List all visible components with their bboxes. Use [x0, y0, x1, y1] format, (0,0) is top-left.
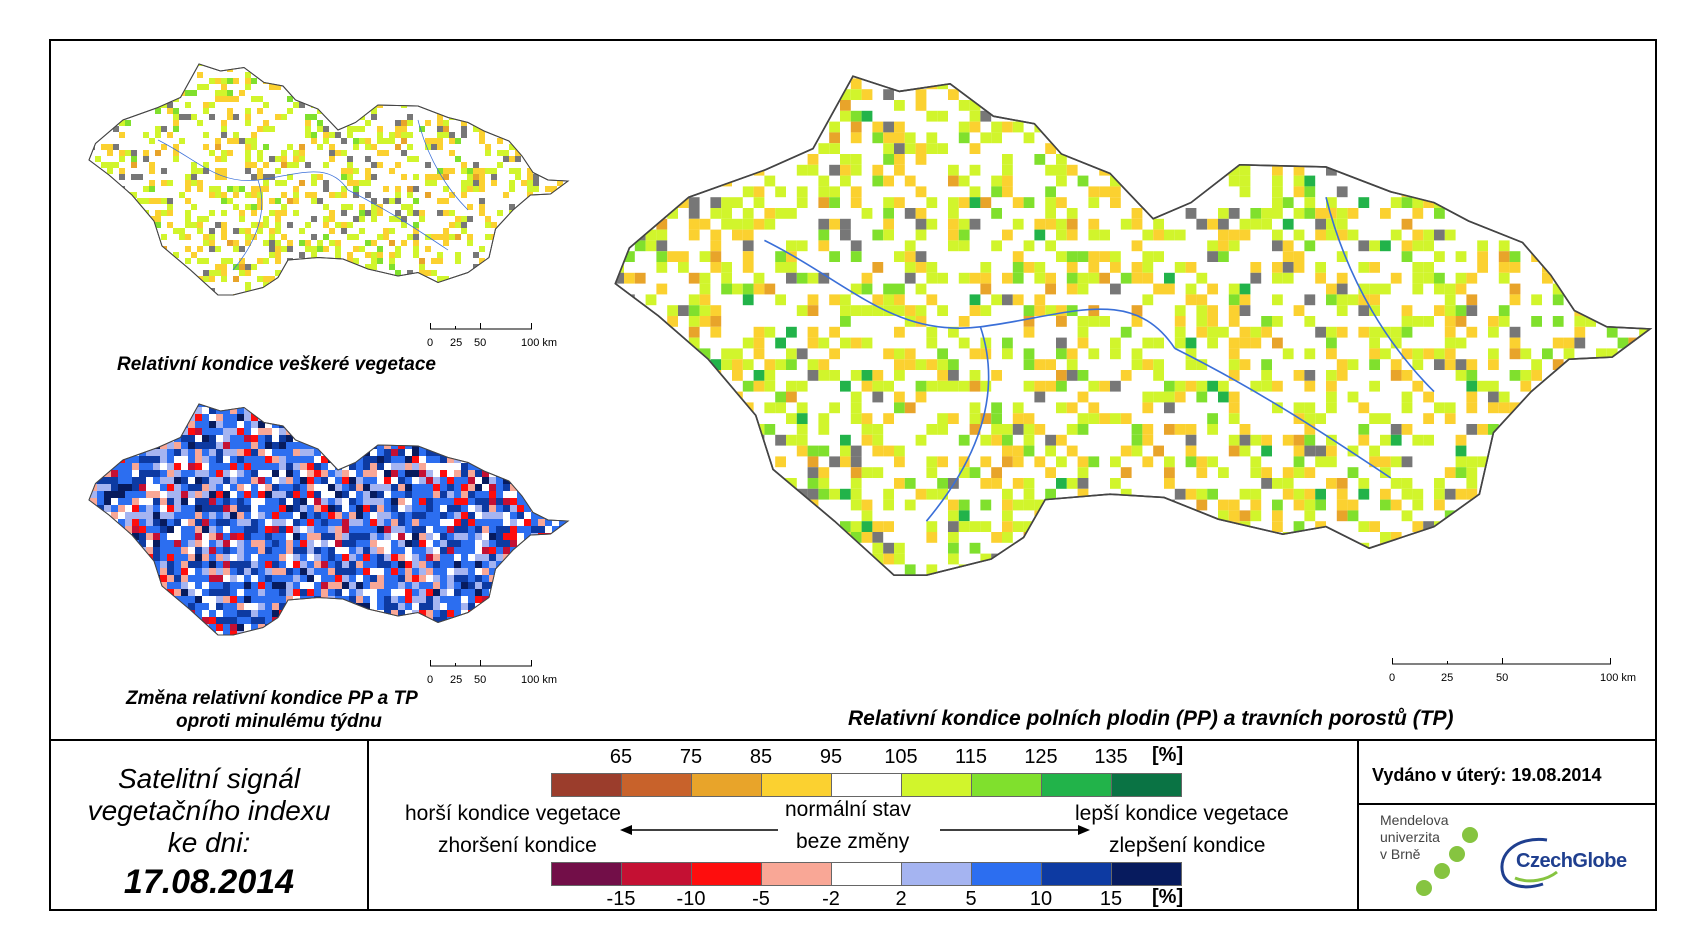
overall-vegetation-title: Relativní kondice veškeré vegetace: [117, 354, 436, 375]
change-swatch: [621, 862, 692, 886]
change-swatch: [691, 862, 762, 886]
condition-swatch: [551, 773, 622, 797]
change-swatch: [971, 862, 1042, 886]
condition-swatch: [691, 773, 762, 797]
change-tick-label: -10: [676, 888, 706, 910]
crops-grassland-title: Relativní kondice polních plodin (PP) a …: [848, 707, 1454, 730]
info-line3: ke dni:: [167, 827, 251, 858]
issued-date: Vydáno v úterý: 19.08.2014: [1372, 765, 1602, 785]
scale-label: 50: [474, 674, 487, 686]
condition-swatch: [831, 773, 902, 797]
change-swatch: [901, 862, 972, 886]
satellite-date: 17.08.2014: [123, 863, 295, 901]
scale-label: 100 km: [521, 674, 558, 686]
condition-swatch: [621, 773, 692, 797]
change-tick-label: 2: [895, 888, 907, 910]
scale-label: 100 km: [521, 337, 558, 349]
better-condition-label: lepší kondice vegetace: [1075, 802, 1289, 825]
scale-label: 25: [450, 674, 463, 686]
condition-tick-label: 65: [609, 746, 633, 768]
scale-label: 25: [1441, 672, 1454, 684]
scale-bar-top: 0 25 50 100 km: [427, 323, 560, 351]
change-swatch: [1111, 862, 1182, 886]
overall-vegetation-map: [88, 63, 570, 296]
scale-label: 0: [1389, 672, 1396, 684]
worsening-label: zhoršení kondice: [438, 834, 597, 857]
info-line1: Satelitní signál: [117, 763, 301, 794]
scale-label: 25: [450, 337, 463, 349]
scale-bar-main: 0 25 50 100 km: [1389, 658, 1636, 686]
mendel-line3: v Brně: [1380, 846, 1421, 862]
condition-swatch: [971, 773, 1042, 797]
condition-tick-label: 95: [819, 746, 843, 768]
weekly-change-title-line2: oproti minulému týdnu: [176, 711, 382, 732]
scale-bar-bottom: 0 25 50 100 km: [427, 660, 560, 688]
change-unit: [%]: [1152, 886, 1184, 908]
change-tick-label: 15: [1099, 888, 1123, 910]
worse-condition-label: horší kondice vegetace: [405, 802, 621, 825]
divider-vertical-right: [1357, 740, 1359, 911]
divider-horizontal: [49, 739, 1657, 741]
weekly-change-title-line1: Změna relativní kondice PP a TP: [126, 688, 418, 709]
condition-swatch: [1041, 773, 1112, 797]
condition-tick-label: 105: [884, 746, 918, 768]
mendel-university-logo: Mendelova univerzita v Brně: [1380, 812, 1449, 863]
change-swatch: [1041, 862, 1112, 886]
logo-area: [1359, 803, 1655, 911]
crops-grassland-condition-map: [614, 75, 1653, 577]
mendel-line1: Mendelova: [1380, 812, 1449, 828]
mendel-dots-icon: [1416, 827, 1478, 896]
change-swatch: [551, 862, 622, 886]
change-tick-label: -2: [822, 888, 840, 910]
scale-label: 100 km: [1600, 672, 1637, 684]
scale-label: 0: [427, 337, 434, 349]
scale-label: 0: [427, 674, 434, 686]
scale-label: 50: [474, 337, 487, 349]
no-change-label: beze změny: [796, 830, 910, 853]
normal-state-label: normální stav: [785, 798, 912, 821]
czechglobe-swoosh-icon: [1500, 837, 1558, 889]
condition-tick-label: 75: [679, 746, 703, 768]
condition-tick-label: 115: [955, 746, 987, 768]
info-line2: vegetačního indexu: [87, 795, 331, 826]
direction-arrows: [620, 825, 1090, 835]
change-tick-label: 5: [965, 888, 977, 910]
condition-swatch: [1111, 773, 1182, 797]
change-tick-label: -15: [606, 888, 636, 910]
change-swatch: [831, 862, 902, 886]
satellite-date-panel: Satelitní signál vegetačního indexu ke d…: [51, 741, 367, 909]
divider-vertical-left: [367, 740, 369, 911]
condition-tick-label: 85: [749, 746, 773, 768]
czechglobe-logo: CzechGlobe: [1516, 850, 1627, 872]
scale-label: 50: [1496, 672, 1509, 684]
change-tick-label: 10: [1029, 888, 1053, 910]
change-tick-label: -5: [752, 888, 770, 910]
condition-unit: [%]: [1152, 744, 1184, 766]
condition-swatch: [761, 773, 832, 797]
condition-tick-label: 135: [1094, 746, 1128, 768]
weekly-change-map: [88, 403, 570, 636]
change-swatch: [761, 862, 832, 886]
improvement-label: zlepšení kondice: [1109, 834, 1266, 857]
condition-tick-label: 125: [1024, 746, 1058, 768]
condition-swatch: [901, 773, 972, 797]
mendel-line2: univerzita: [1380, 829, 1440, 845]
